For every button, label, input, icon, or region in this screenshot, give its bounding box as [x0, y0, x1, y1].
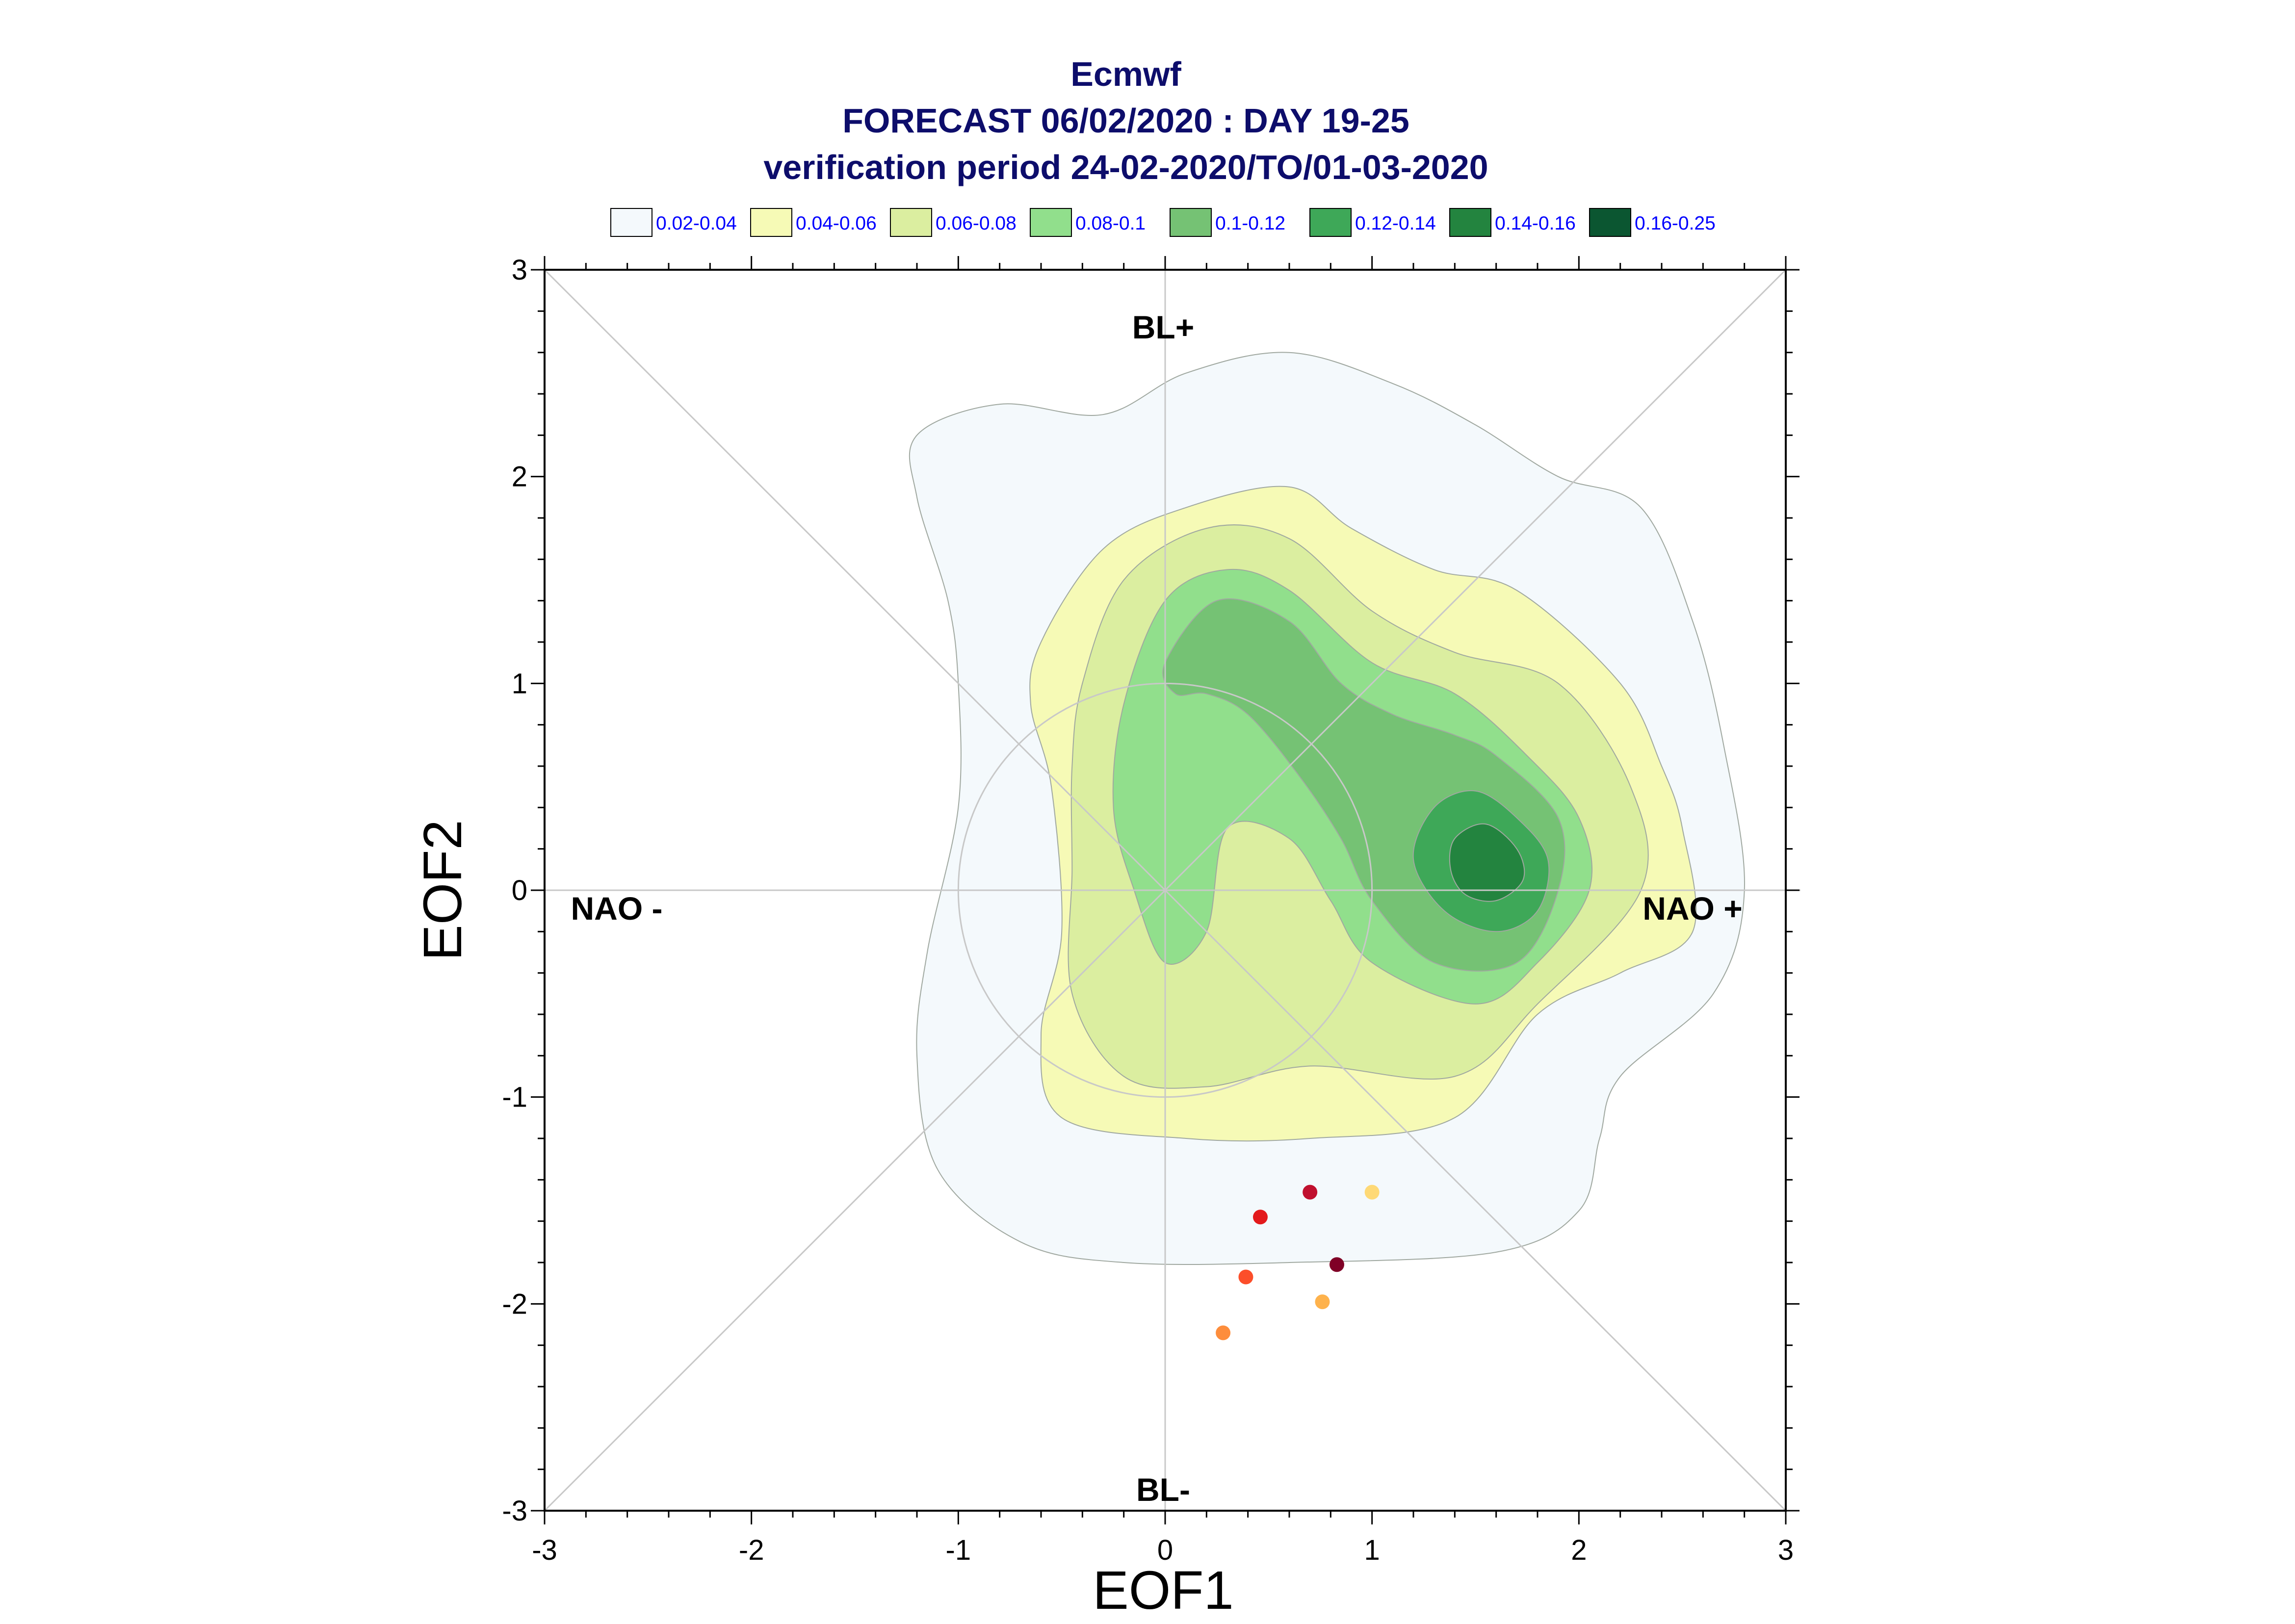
regime-label-right: NAO +: [1643, 890, 1743, 927]
legend-label: 0.16-0.25: [1635, 213, 1716, 234]
legend-label: 0.08-0.1: [1075, 213, 1146, 234]
legend-label: 0.02-0.04: [656, 213, 737, 234]
data-points: [1216, 1185, 1380, 1340]
unit-circle: [957, 682, 1373, 1098]
legend-swatch: [890, 208, 932, 237]
x-tick-label: -2: [739, 1534, 764, 1566]
plot-area: -3 -2 -1 0 1 2 3 -3 -2 -1 0 1 2 3: [502, 254, 1800, 1566]
data-point-3: [1252, 1210, 1268, 1225]
legend-label: 0.1-0.12: [1215, 213, 1285, 234]
chart-title-line3: verification period 24-02-2020/TO/01-03-…: [763, 148, 1488, 186]
density-contours: [909, 352, 1745, 1265]
y-tick-label: -2: [502, 1288, 527, 1320]
data-point-6: [1315, 1294, 1330, 1310]
x-tick-label: -1: [946, 1534, 971, 1566]
legend-swatch: [1030, 208, 1072, 237]
data-point-1: [1303, 1185, 1318, 1200]
guide-lines: [544, 269, 1800, 1512]
legend-swatch: [1589, 208, 1631, 237]
y-tick-label: 2: [512, 461, 527, 493]
chart-title-line1: Ecmwf: [1070, 55, 1181, 93]
legend-label: 0.04-0.06: [796, 213, 877, 234]
data-point-5: [1238, 1269, 1253, 1285]
legend-label: 0.12-0.14: [1355, 213, 1436, 234]
y-tick-label: -1: [502, 1082, 527, 1113]
x-tick-label: -3: [532, 1534, 557, 1566]
y-tick-label: 3: [512, 254, 527, 286]
legend-swatch: [1309, 208, 1352, 237]
y-axis-title: EOF2: [413, 820, 473, 960]
x-tick-label: 0: [1157, 1534, 1173, 1566]
legend-swatch: [610, 208, 652, 237]
regime-label-bottom: BL-: [1136, 1471, 1190, 1508]
y-tick-label: 0: [512, 875, 527, 906]
x-tick-label: 1: [1364, 1534, 1380, 1566]
legend: 0.02-0.04 0.04-0.06 0.06-0.08 0.08-0.1 0.1-0…: [610, 208, 1716, 237]
legend-swatch: [750, 208, 792, 237]
axis-ticks: -3 -2 -1 0 1 2 3 -3 -2 -1 0 1 2 3: [502, 254, 1799, 1566]
regime-label-left: NAO -: [571, 890, 663, 927]
y-tick-label: 1: [512, 668, 527, 699]
y-tick-label: -3: [502, 1495, 527, 1527]
chart-title-line2: FORECAST 06/02/2020 : DAY 19-25: [842, 102, 1409, 140]
x-tick-label: 3: [1778, 1534, 1794, 1566]
legend-label: 0.14-0.16: [1495, 213, 1576, 234]
legend-swatch: [1449, 208, 1491, 237]
x-tick-label: 2: [1571, 1534, 1587, 1566]
data-point-2: [1364, 1185, 1380, 1200]
x-axis-title: EOF1: [1093, 1560, 1233, 1621]
data-point-4: [1329, 1257, 1344, 1272]
legend-label: 0.06-0.08: [936, 213, 1017, 234]
data-point-7: [1216, 1325, 1231, 1340]
regime-label-top: BL+: [1132, 309, 1195, 345]
legend-swatch: [1170, 208, 1212, 237]
